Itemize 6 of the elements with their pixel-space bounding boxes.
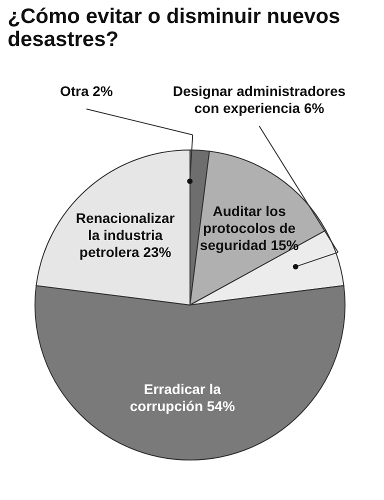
slice-label: Otra 2% [60,83,114,99]
slice-label: Renacionalizar la industria petrolera 23% [76,210,176,260]
slice-label: Erradicar la corrupción 54% [130,381,236,414]
slice-label: Auditar los protocolos de seguridad 15% [200,203,300,254]
chart-title: ¿Cómo evitar o disminuir nuevos desastres? [8,5,340,51]
slice-label: Designar administradores con experiencia 6% [172,83,346,116]
